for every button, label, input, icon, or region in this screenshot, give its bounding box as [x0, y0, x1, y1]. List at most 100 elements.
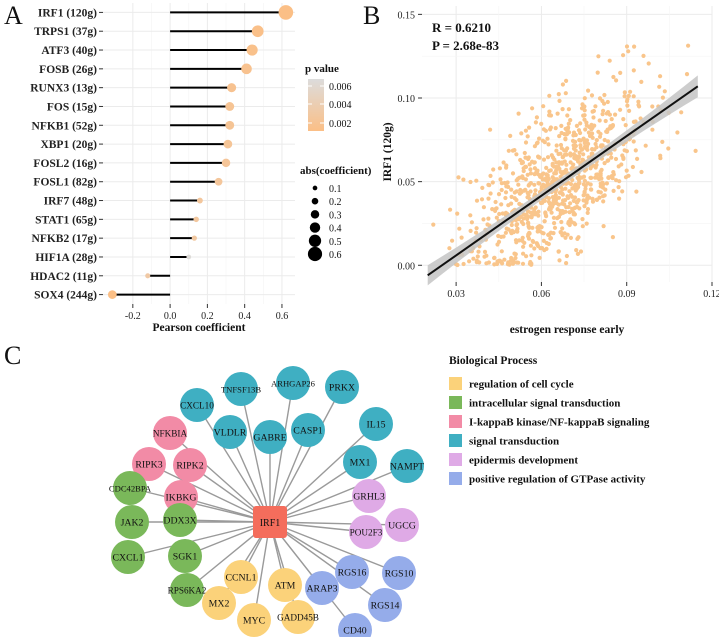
network-node-label: ARHGAP26: [271, 379, 316, 389]
scatter-point: [598, 184, 603, 189]
lollipop-dot: [193, 216, 199, 223]
scatter-point: [486, 196, 491, 201]
scatter-point: [499, 187, 504, 193]
network-node-mx2: [202, 586, 236, 620]
scatter-point: [611, 188, 616, 193]
network-edge: [269, 521, 386, 606]
network-node-label: RPS6KA2: [168, 586, 207, 596]
panel-letter-b: B: [363, 1, 380, 30]
scatter-point: [568, 235, 574, 240]
scatter-point: [566, 204, 571, 210]
scatter-point: [517, 191, 523, 196]
scatter-point: [662, 89, 667, 94]
scatter-point: [589, 93, 595, 98]
scatter-point: [548, 168, 553, 173]
lollipop-x-tick-label: -0.2: [125, 311, 141, 322]
p-value-legend-label: 0.002: [329, 119, 352, 130]
scatter-point: [568, 201, 573, 206]
scatter-point: [595, 70, 600, 75]
lollipop-gene-label: HDAC2 (11g): [30, 271, 97, 283]
scatter-point: [482, 249, 488, 254]
scatter-point: [591, 108, 597, 114]
scatter-point: [635, 156, 640, 161]
scatter-point: [546, 196, 552, 201]
scatter-point: [528, 181, 534, 186]
scatter-point: [504, 163, 509, 168]
scatter-point: [582, 144, 588, 149]
scatter-point: [534, 115, 540, 120]
scatter-point: [571, 130, 577, 135]
scatter-point: [475, 254, 480, 259]
scatter-point: [624, 168, 629, 173]
scatter-point: [479, 197, 485, 202]
scatter-point: [634, 189, 639, 194]
scatter-point: [650, 104, 655, 109]
scatter-point: [557, 258, 562, 263]
p-value-legend-title: p value: [305, 63, 339, 75]
network-node-pou2f3: [349, 515, 383, 549]
scatter-point: [601, 199, 606, 204]
scatter-point: [607, 58, 612, 63]
scatter-point: [461, 261, 466, 267]
scatter-point: [594, 138, 599, 143]
scatter-x-tick-label: 0.06: [533, 289, 551, 300]
process-legend-swatch: [449, 472, 462, 485]
network-node-label: MX1: [350, 458, 371, 469]
scatter-point: [579, 106, 585, 111]
scatter-point: [598, 190, 603, 195]
scatter-point: [535, 242, 540, 248]
scatter-point: [552, 225, 558, 230]
scatter-point: [550, 175, 555, 180]
scatter-point: [639, 79, 644, 84]
scatter-point: [580, 224, 585, 229]
scatter-point: [506, 148, 511, 153]
network-node-label: RGS16: [338, 568, 367, 579]
scatter-point: [486, 216, 491, 221]
scatter-point: [522, 240, 527, 245]
scatter-point: [547, 93, 552, 98]
scatter-point: [564, 253, 570, 259]
network-node-casp1: [291, 413, 325, 447]
scatter-point: [604, 181, 610, 186]
scatter-point: [547, 109, 552, 114]
scatter-point: [537, 229, 542, 234]
scatter-point: [581, 198, 586, 203]
lollipop-dot: [227, 83, 237, 93]
network-edge: [129, 487, 271, 523]
size-legend-label: 0.2: [329, 197, 342, 208]
scatter-point: [524, 212, 529, 217]
process-legend-swatch: [449, 453, 462, 466]
scatter-point: [496, 239, 502, 244]
scatter-point: [572, 195, 578, 200]
lollipop-gene-label: ATF3 (40g): [41, 45, 97, 57]
network-hub-label: IRF1: [260, 518, 281, 529]
scatter-point: [597, 134, 603, 139]
scatter-point: [563, 198, 568, 203]
network-edge: [127, 521, 271, 558]
network-node-label: TNFSF13B: [221, 385, 261, 395]
network-node-tnfsf13b: [224, 372, 258, 406]
scatter-point: [600, 112, 605, 117]
scatter-point: [568, 118, 573, 123]
lollipop-gene-label: SOX4 (244g): [34, 290, 97, 302]
scatter-point: [496, 192, 502, 197]
scatter-point: [545, 155, 551, 160]
lollipop-x-tick-label: 0.2: [201, 311, 214, 322]
lollipop-gene-label: IRF7 (48g): [44, 196, 98, 208]
scatter-point: [556, 249, 561, 254]
scatter-point: [510, 261, 516, 266]
scatter-point: [563, 235, 568, 240]
scatter-point: [621, 156, 626, 161]
network-node-label: DDX3X: [163, 516, 196, 527]
network-node-label: MX2: [209, 599, 230, 610]
lollipop-gene-label: HIF1A (28g): [35, 252, 97, 264]
scatter-point: [686, 43, 691, 48]
scatter-point: [557, 134, 562, 139]
scatter-point: [580, 217, 585, 222]
scatter-point: [498, 177, 503, 182]
scatter-point: [525, 191, 530, 196]
scatter-point: [447, 246, 452, 251]
process-legend-label: epidermis development: [469, 455, 578, 467]
scatter-point: [585, 197, 590, 202]
scatter-point: [530, 225, 535, 230]
